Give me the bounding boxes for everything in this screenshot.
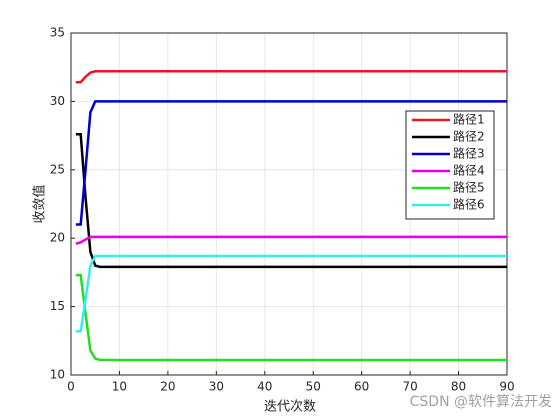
legend-box [405,110,495,220]
legend-label: 路径6 [453,197,485,212]
y-tick-label: 25 [50,162,65,176]
x-tick-label: 70 [402,380,417,394]
y-tick-label: 10 [50,368,65,382]
x-tick-label: 80 [451,380,466,394]
x-tick-label: 40 [257,380,272,394]
series-line [75,273,507,362]
series-line [75,100,507,226]
legend-label: 路径2 [453,129,485,144]
y-tick-label: 35 [50,26,65,40]
series-line [75,132,507,269]
legend-label: 路径5 [453,180,485,195]
y-axis-label: 收敛值 [32,184,48,223]
series-line [75,235,507,245]
x-tick-label: 50 [306,380,321,394]
legend-label: 路径1 [453,112,485,127]
x-tick-label: 20 [160,380,175,394]
watermark: CSDN @软件算法开发 [410,394,552,410]
legend-label: 路径3 [453,146,485,161]
x-tick-label: 10 [112,380,127,394]
x-tick-label: 30 [209,380,224,394]
legend-label: 路径4 [453,163,485,178]
y-tick-label: 15 [50,299,65,313]
series-line [75,254,507,333]
series-line [75,70,507,84]
y-tick-label: 30 [50,94,65,108]
plot-frame [70,32,508,376]
x-tick-label: 60 [354,380,369,394]
y-tick-label: 20 [50,231,65,245]
x-tick-label: 90 [499,380,514,394]
x-axis-label: 迭代次数 [264,399,316,415]
x-tick-label: 0 [67,380,75,394]
